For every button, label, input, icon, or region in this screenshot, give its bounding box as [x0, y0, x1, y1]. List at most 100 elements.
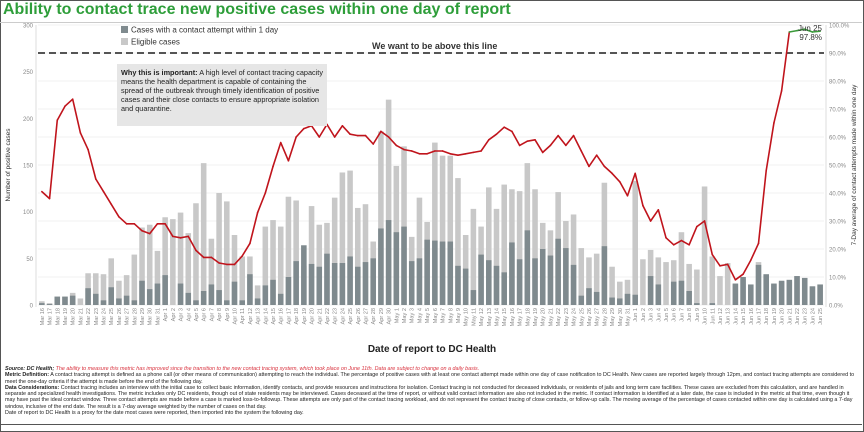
x-tick-label: Mar 24 [102, 308, 108, 325]
bar-contacted [308, 263, 315, 305]
x-tick-label: May 11 [471, 308, 477, 326]
bar-contacted [509, 242, 515, 305]
end-annotation-value: 97.8% [799, 33, 822, 42]
x-tick-label: May 21 [548, 308, 554, 326]
x-tick-label: May 17 [518, 308, 524, 326]
x-tick-label: Jun 23 [803, 308, 809, 325]
x-tick-label: Jun 1 [633, 308, 639, 322]
pct-line-segment [71, 98, 82, 134]
bar-contacted [655, 284, 662, 305]
x-tick-label: Mar 17 [48, 308, 54, 325]
bar-eligible [170, 219, 176, 305]
bar-eligible [162, 217, 168, 305]
bar-eligible [362, 204, 369, 305]
bar-contacted [817, 284, 823, 305]
y-tick-label: 150 [23, 164, 34, 170]
source-note: The ability to measure this metric has i… [54, 366, 480, 372]
bar-eligible [208, 238, 215, 305]
x-tick-label: Mar 30 [148, 308, 154, 325]
pct-line-segment [565, 134, 575, 147]
x-tick-label: Apr 6 [202, 308, 208, 321]
y2-tick-label: 20.0% [829, 248, 847, 254]
pct-line-segment [310, 125, 321, 138]
bar-eligible [100, 274, 107, 305]
bar-contacted [277, 293, 284, 305]
x-tick-label: May 9 [456, 308, 462, 323]
bar-contacted [771, 283, 777, 305]
bar-eligible [239, 256, 245, 305]
bar-contacted [416, 258, 423, 305]
bar-contacted [393, 232, 400, 305]
y2-tick-label: 100.0% [829, 24, 850, 30]
y-axis-left: 0 50 100 150 200 250 300 [23, 24, 34, 310]
bar-contacted [755, 264, 762, 305]
y-axis-title: Number of positive cases [5, 128, 12, 202]
x-tick-label: Apr 1 [163, 308, 169, 321]
bar-contacted [216, 290, 222, 305]
bar-contacted [208, 284, 215, 305]
pct-line-segment [64, 98, 74, 107]
pct-line-segment [626, 172, 637, 197]
x-tick-label: Apr 17 [286, 308, 292, 324]
pct-line-segment [395, 144, 405, 151]
x-tick-label: Jun 22 [795, 308, 801, 325]
source-label: Source: DC Health; [5, 366, 55, 372]
x-tick-label: Mar 29 [140, 308, 146, 325]
bar-contacted [617, 298, 623, 305]
bar-eligible [724, 263, 731, 305]
bar-eligible [355, 207, 361, 305]
bar-eligible [339, 172, 346, 305]
pct-line-segment [148, 223, 159, 235]
bar-eligible [270, 220, 276, 305]
end-annotation-date: Jun 25 [798, 24, 823, 33]
bar-eligible [516, 191, 523, 305]
pct-line-segment [726, 263, 737, 281]
y2-tick-label: 60.0% [829, 136, 847, 142]
bar-contacted [116, 298, 122, 305]
x-tick-label: Apr 5 [194, 308, 200, 321]
y2-tick-label: 10.0% [829, 276, 847, 282]
pct-line-segment [249, 211, 259, 245]
bar-contacted [647, 276, 654, 305]
bar-contacted [224, 300, 230, 305]
y2-tick-label: 0.0% [829, 304, 843, 310]
pct-line-segment [295, 127, 305, 138]
pct-line-segment [757, 169, 768, 245]
bar-contacted [786, 279, 793, 305]
bar-contacted [532, 258, 538, 305]
x-tick-label: May 31 [626, 308, 632, 326]
bar-contacted [778, 280, 785, 305]
bar-contacted [324, 253, 330, 305]
x-tick-label: Apr 3 [179, 308, 185, 321]
footnotes: Source: DC Health; The ability to measur… [5, 366, 860, 416]
pct-line-segment [349, 133, 359, 137]
pct-line-segment [719, 263, 729, 267]
x-tick-label: Mar 20 [71, 308, 77, 325]
pct-line-segment [210, 256, 220, 264]
bar-contacted [231, 281, 238, 305]
bar-contacted [748, 284, 754, 305]
bar-contacted [609, 297, 615, 305]
y2-tick-label: 70.0% [829, 108, 847, 114]
y2-tick-label: 50.0% [829, 164, 847, 170]
bar-eligible [640, 259, 646, 305]
x-tick-label: May 2 [402, 308, 408, 323]
bar-eligible [378, 131, 384, 305]
pct-line-segment [618, 181, 629, 197]
pct-line-segment [657, 209, 667, 239]
bar-contacted [131, 300, 138, 305]
x-tick-label: Jun 13 [726, 308, 732, 325]
pct-line-segment [472, 150, 482, 154]
bar-contacted [462, 268, 469, 305]
bar-eligible [146, 224, 153, 305]
bar-contacted [146, 289, 153, 305]
pct-line-segment [811, 30, 821, 33]
x-tick-label: May 20 [541, 308, 547, 326]
pct-line-segment [172, 235, 182, 239]
bar-eligible [416, 197, 423, 305]
pct-line-segment [341, 125, 351, 135]
bar-eligible [686, 263, 692, 305]
pct-line-segment [595, 154, 606, 168]
bar-eligible [154, 250, 161, 305]
x-tick-label: Mar 19 [63, 308, 69, 325]
